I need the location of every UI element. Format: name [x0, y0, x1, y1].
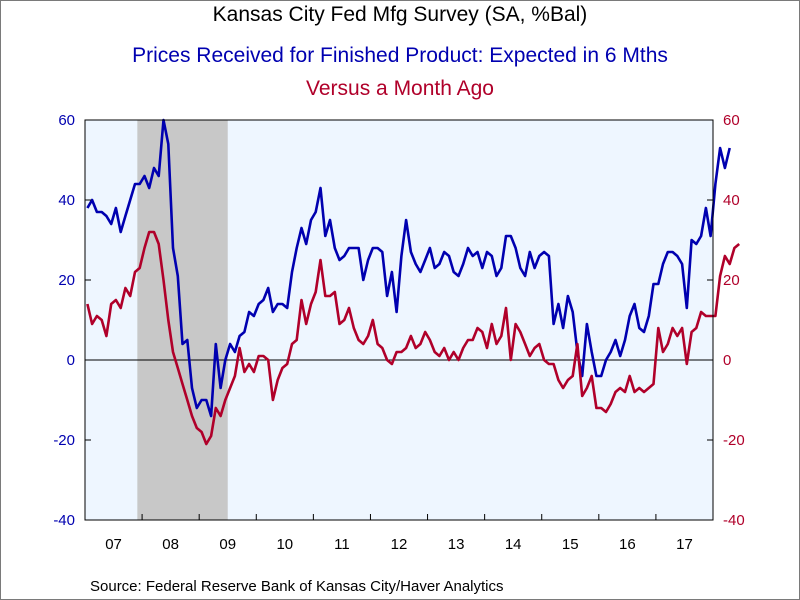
- chart-title: Kansas City Fed Mfg Survey (SA, %Bal): [212, 3, 588, 26]
- x-tick-label: 13: [448, 536, 465, 553]
- x-tick-label: 15: [562, 536, 579, 553]
- recession-band: [137, 120, 228, 520]
- x-tick-label: 07: [105, 536, 122, 553]
- x-tick-label: 08: [162, 536, 179, 553]
- series-label-red: Versus a Month Ago: [306, 77, 494, 100]
- y-left-tick-label: 40: [58, 192, 75, 209]
- x-tick-label: 16: [619, 536, 636, 553]
- y-right-tick-label: 60: [723, 112, 740, 129]
- series-line-0: [86, 118, 731, 418]
- x-tick-label: 09: [219, 536, 236, 553]
- source-note: Source: Federal Reserve Bank of Kansas C…: [90, 578, 504, 595]
- plot-border: [84, 119, 714, 521]
- y-left-tick-label: 0: [67, 352, 75, 369]
- y-right-tick-label: -20: [723, 432, 745, 449]
- series-line-1: [86, 230, 741, 446]
- y-right-tick-label: 40: [723, 192, 740, 209]
- x-tick-label: 17: [676, 536, 693, 553]
- x-tick-label: 10: [276, 536, 293, 553]
- series-label-blue: Prices Received for Finished Product: Ex…: [132, 44, 668, 67]
- y-left-tick-label: -40: [53, 512, 75, 529]
- y-left-tick-label: -20: [53, 432, 75, 449]
- x-tick-label: 12: [391, 536, 408, 553]
- x-tick-label: 11: [334, 536, 350, 553]
- y-left-tick-label: 20: [58, 272, 75, 289]
- x-tick-label: 14: [505, 536, 522, 553]
- y-left-tick-label: 60: [58, 112, 75, 129]
- y-right-tick-label: 20: [723, 272, 740, 289]
- y-right-tick-label: -40: [723, 512, 745, 529]
- y-right-tick-label: 0: [723, 352, 731, 369]
